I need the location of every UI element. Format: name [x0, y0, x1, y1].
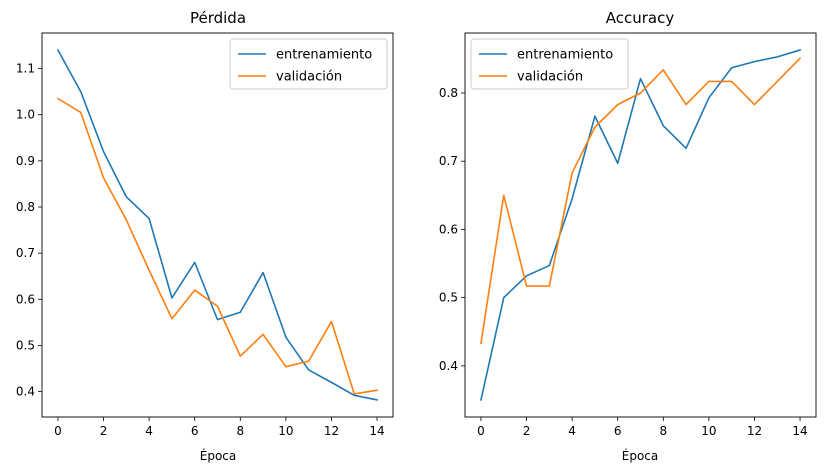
loss-x-tick-label: 10 — [278, 424, 293, 438]
loss-x-tick-label: 6 — [191, 424, 199, 438]
accuracy-y-tick-label: 0.7 — [439, 154, 458, 168]
accuracy-x-tick-label: 10 — [701, 424, 716, 438]
accuracy-ticks-layer: 0 2 4 6 8 10 12 14 0.4 0.5 0.6 0.7 0.8 — [439, 86, 808, 438]
loss-x-tick-label: 12 — [324, 424, 339, 438]
accuracy-x-tick-label: 14 — [792, 424, 807, 438]
accuracy-x-tick-label: 6 — [614, 424, 622, 438]
accuracy-legend-label-1: validación — [517, 70, 583, 85]
accuracy-y-tick-label: 0.8 — [439, 86, 458, 100]
loss-series-layer — [56, 48, 378, 401]
accuracy-x-tick-label: 4 — [568, 424, 576, 438]
loss-x-tick-label: 0 — [54, 424, 62, 438]
accuracy-legend: entrenamiento validación — [470, 38, 629, 90]
loss-x-tick-label: 4 — [145, 424, 153, 438]
loss-legend-label-0: entrenamiento — [276, 48, 372, 63]
loss-series-line-0 — [56, 48, 378, 401]
loss-chart-title: Pérdida — [190, 9, 246, 27]
loss-y-tick-label: 0.6 — [16, 292, 35, 306]
accuracy-x-tick-label: 8 — [659, 424, 667, 438]
loss-y-tick-label: 0.8 — [16, 200, 35, 214]
accuracy-plot-frame — [464, 32, 817, 418]
accuracy-series-line-1 — [480, 57, 802, 345]
accuracy-x-axis-label: Época — [622, 448, 659, 463]
loss-y-tick-label: 1.1 — [16, 62, 35, 76]
loss-chart: Pérdida 0 2 4 6 8 10 12 14 0.4 0.5 0.6 0.7 0.8 0.9 1.0… — [16, 9, 394, 463]
accuracy-y-tick-label: 0.4 — [439, 359, 458, 373]
accuracy-series-line-0 — [479, 49, 802, 401]
loss-plot-frame — [41, 32, 394, 418]
loss-y-tick-label: 0.9 — [16, 154, 35, 168]
loss-y-tick-label: 1.0 — [16, 108, 35, 122]
accuracy-chart: Accuracy 0 2 4 6 8 10 12 14 0.4 0.5 0.6 0.7 0.8 Époc… — [439, 9, 817, 463]
accuracy-y-tick-label: 0.6 — [439, 222, 458, 236]
loss-x-axis-label: Época — [200, 448, 237, 463]
loss-x-tick-label: 2 — [100, 424, 108, 438]
accuracy-legend-box — [470, 38, 629, 90]
loss-legend-box — [229, 38, 388, 90]
loss-legend-label-1: validación — [276, 70, 342, 85]
accuracy-legend-label-0: entrenamiento — [517, 48, 613, 63]
accuracy-chart-title: Accuracy — [606, 9, 675, 27]
loss-series-line-1 — [56, 97, 378, 395]
loss-x-tick-label: 8 — [236, 424, 244, 438]
loss-y-tick-label: 0.7 — [16, 246, 35, 260]
accuracy-x-tick-label: 2 — [523, 424, 531, 438]
loss-y-tick-label: 0.4 — [16, 385, 35, 399]
accuracy-x-tick-label: 12 — [747, 424, 762, 438]
accuracy-series-layer — [479, 49, 802, 401]
loss-ticks-layer: 0 2 4 6 8 10 12 14 0.4 0.5 0.6 0.7 0.8 0.9 1.0 1.1 — [16, 62, 385, 438]
loss-y-tick-label: 0.5 — [16, 338, 35, 352]
accuracy-x-tick-label: 0 — [477, 424, 485, 438]
loss-legend: entrenamiento validación — [229, 38, 388, 90]
loss-x-tick-label: 14 — [369, 424, 384, 438]
accuracy-y-tick-label: 0.5 — [439, 291, 458, 305]
